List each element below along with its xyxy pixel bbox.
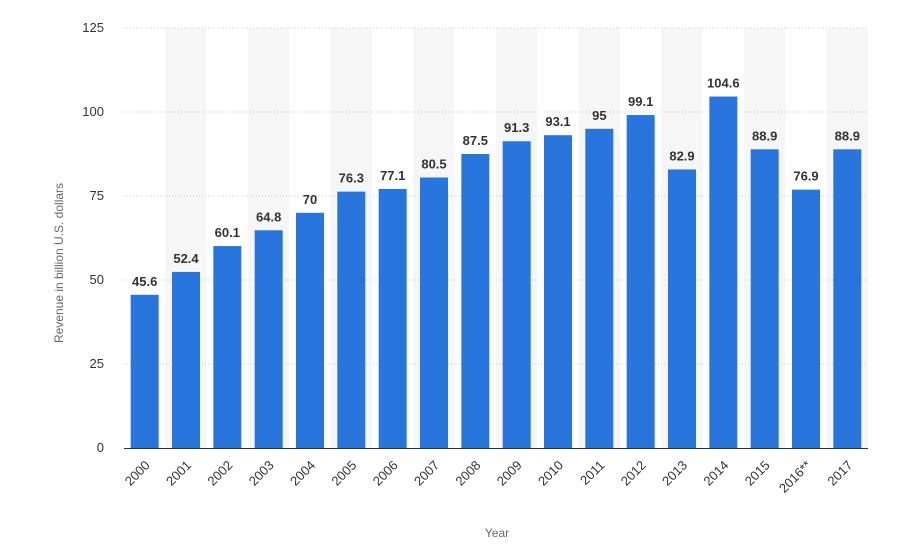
data-label: 77.1 [380, 168, 405, 183]
data-labels: 45.6 52.4 60.1 64.8 70 76.3 77.1 80.5 87.5 91.3 93… [132, 76, 860, 289]
data-label: 87.5 [463, 133, 488, 148]
y-tick-label: 25 [90, 356, 104, 371]
data-label: 95 [592, 108, 606, 123]
bar-2007 [420, 177, 448, 448]
data-label: 45.6 [132, 274, 157, 289]
x-tick-label: 2015 [742, 458, 773, 489]
x-tick-label: 2007 [411, 458, 442, 489]
x-axis-title: Year [485, 526, 509, 540]
x-axis-tick-labels: 2000 2001 2002 2003 2004 2005 2006 2007 2008 2009… [122, 458, 856, 496]
bar-2008 [461, 154, 490, 448]
data-label: 104.6 [707, 76, 740, 91]
x-tick-label: 2002 [204, 458, 235, 489]
data-label: 88.9 [835, 128, 860, 143]
data-label: 76.9 [793, 169, 818, 184]
x-tick-label: 2013 [659, 458, 690, 489]
y-axis-tick-labels: 0 25 50 75 100 125 [82, 20, 104, 455]
bar-2011 [585, 128, 614, 449]
gridlines [124, 27, 868, 365]
bar-2014 [709, 96, 738, 448]
bar-2010 [544, 135, 572, 448]
y-tick-label: 75 [90, 188, 104, 203]
x-tick-label: 2017 [824, 458, 855, 489]
bar-2000 [130, 294, 159, 448]
data-label: 93.1 [545, 114, 570, 129]
x-tick-label: 2011 [577, 458, 607, 488]
data-label: 76.3 [339, 171, 364, 186]
y-tick-label: 0 [97, 440, 104, 455]
data-label: 60.1 [215, 225, 240, 240]
bar-2003 [254, 230, 283, 448]
data-label: 82.9 [669, 148, 694, 163]
bar-2013 [668, 169, 696, 448]
x-tick-label: 2003 [246, 458, 277, 489]
bar-2017 [833, 149, 862, 448]
bar-2006 [378, 188, 407, 448]
data-label: 80.5 [421, 157, 446, 172]
data-label: 64.8 [256, 209, 281, 224]
x-tick-label: 2014 [700, 458, 731, 489]
x-tick-label: 2009 [494, 458, 525, 489]
y-tick-label: 100 [82, 104, 104, 119]
bar-2001 [172, 271, 200, 448]
bar-2015 [750, 149, 779, 448]
data-label: 88.9 [752, 128, 777, 143]
x-tick-label: 2008 [452, 458, 483, 489]
x-tick-label: 2006 [370, 458, 401, 489]
x-tick-label: 2004 [287, 458, 318, 489]
data-label: 52.4 [173, 251, 199, 266]
x-tick-label: 2005 [328, 458, 359, 489]
data-label: 70 [303, 192, 317, 207]
x-tick-label: 2000 [122, 458, 153, 489]
y-tick-label: 50 [90, 272, 104, 287]
bar-2009 [502, 141, 531, 448]
bar-2005 [337, 191, 366, 448]
bar-2004 [296, 212, 324, 448]
x-tick-label: 2012 [618, 458, 649, 489]
bar-2002 [213, 246, 242, 448]
x-tick-label: 2016** [776, 458, 814, 496]
x-tick-label: 2010 [535, 458, 566, 489]
bars [130, 96, 862, 449]
y-tick-label: 125 [82, 20, 104, 35]
bar-2012 [626, 115, 655, 449]
data-label: 99.1 [628, 94, 653, 109]
bar-2016 [792, 189, 820, 448]
x-tick-label: 2001 [163, 458, 194, 489]
y-axis-title: Revenue in billion U.S. dollars [52, 183, 66, 343]
data-label: 91.3 [504, 120, 529, 135]
